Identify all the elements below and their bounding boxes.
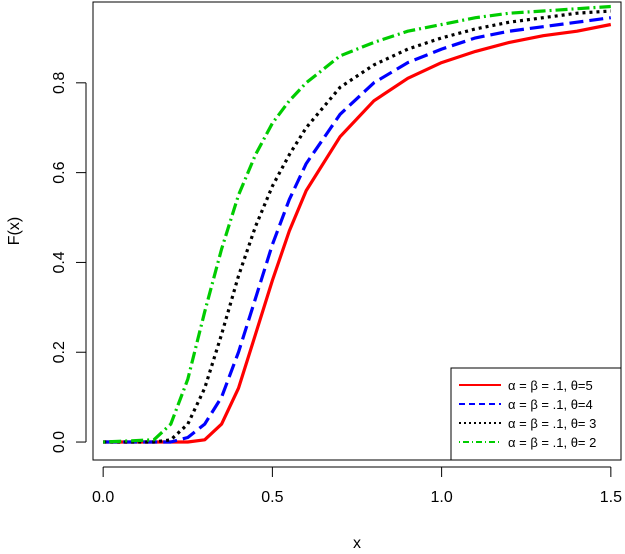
legend: α = β = .1, θ=5 α = β = .1, θ=4 α = β = .1… (450, 367, 622, 461)
legend-box (450, 367, 622, 461)
series-line-1 (103, 22, 612, 444)
x-axis: 0.0 0.5 1.0 1.5 (92, 466, 622, 506)
x-tick-label: 0.5 (261, 489, 283, 506)
legend-label-2: α = β = .1, θ=4 (508, 397, 593, 412)
y-tick-label: 0.8 (51, 72, 68, 94)
y-tick-label: 0.2 (51, 341, 68, 363)
x-tick-label: 1.5 (600, 489, 622, 506)
y-axis-label: F(x) (6, 217, 23, 245)
y-axis: 0.0 0.2 0.4 0.6 0.8 (51, 72, 87, 453)
y-tick-label: 0.6 (51, 161, 68, 183)
x-axis-label: x (353, 535, 361, 552)
series-line-4 (103, 4, 611, 444)
legend-label-4: α = β = .1, θ= 2 (508, 435, 596, 450)
x-tick-label: 1.0 (430, 489, 452, 506)
legend-label-1: α = β = .1, θ=5 (508, 378, 593, 393)
series-line-2 (103, 16, 612, 444)
y-tick-label: 0.0 (51, 431, 68, 453)
legend-label-3: α = β = .1, θ= 3 (508, 416, 596, 431)
x-tick-label: 0.0 (92, 489, 114, 506)
curves-group (103, 4, 612, 444)
plot-frame (92, 1, 622, 461)
y-tick-label: 0.4 (51, 251, 68, 273)
